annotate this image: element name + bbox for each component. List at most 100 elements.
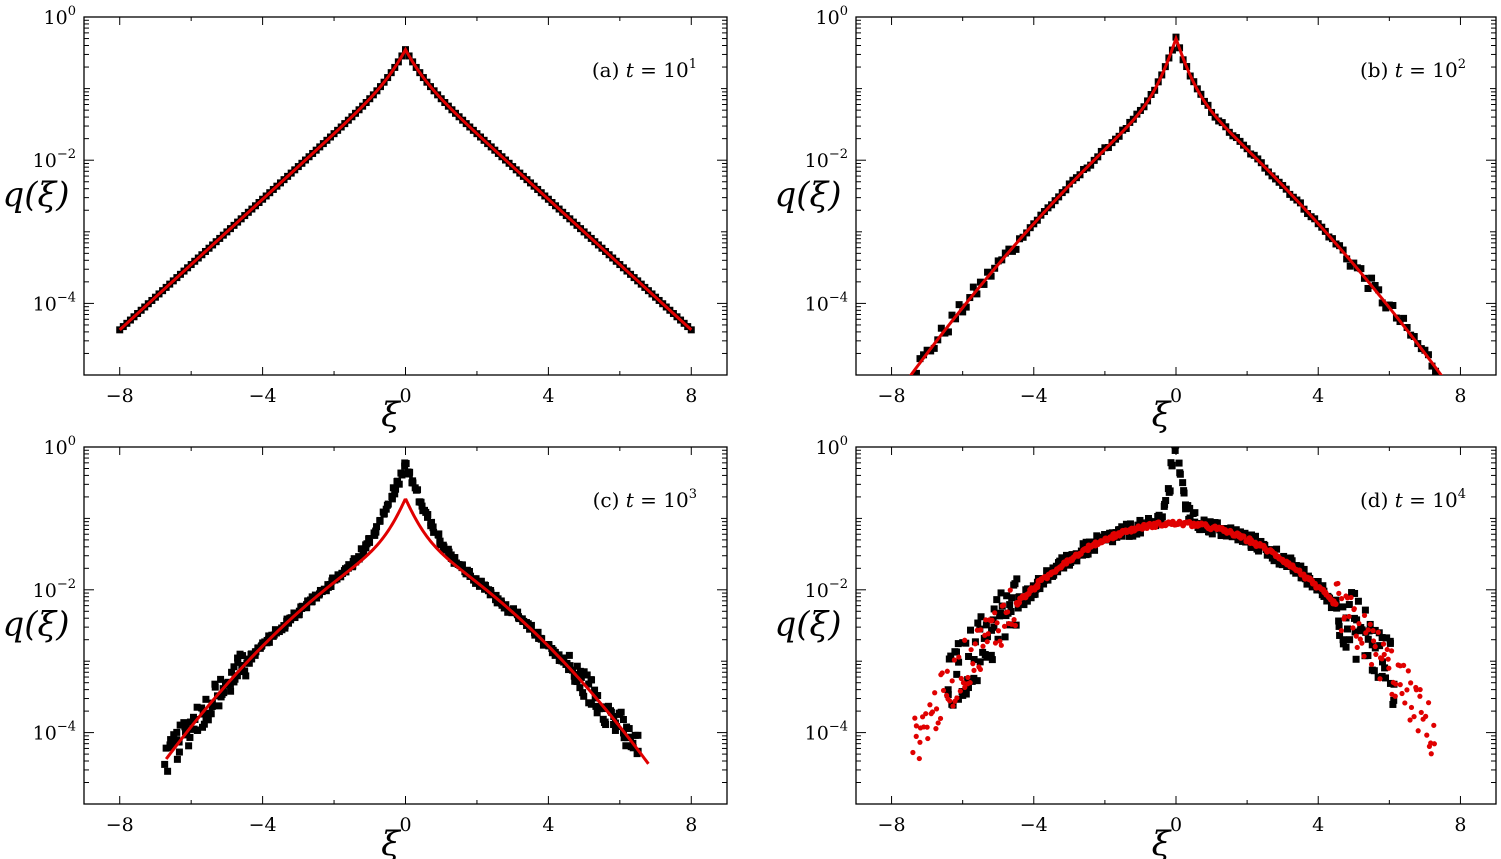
simulation-point	[435, 530, 443, 538]
simulation-point	[1136, 516, 1144, 524]
simulation-point	[1158, 513, 1166, 521]
simulation-point	[169, 737, 177, 745]
simulation-point	[226, 680, 234, 688]
simulation-point	[1109, 538, 1117, 546]
x-tick-label: 0	[1170, 385, 1182, 407]
simulation-point	[1176, 469, 1184, 477]
simulation-point	[220, 689, 228, 697]
simulation-point	[217, 675, 225, 683]
simulation-point	[1352, 655, 1360, 663]
simulation-point	[551, 651, 559, 659]
simulation-point	[415, 498, 423, 506]
simulation-point	[573, 678, 581, 686]
simulation-point	[1065, 561, 1073, 569]
simulation-point	[376, 517, 384, 525]
simulation-point	[1351, 628, 1359, 636]
simulation-point	[1007, 608, 1015, 616]
simulation-point	[1335, 617, 1343, 625]
theory-point	[912, 715, 918, 721]
simulation-point	[1001, 633, 1009, 641]
simulation-point	[1364, 635, 1372, 643]
simulation-point	[176, 721, 184, 729]
y-tick-label: 10−2	[805, 147, 848, 172]
simulation-point	[629, 744, 637, 752]
theory-point	[950, 703, 956, 709]
simulation-point	[1043, 567, 1051, 575]
theory-point	[965, 674, 971, 681]
theory-point	[983, 617, 989, 623]
y-tick-label: 100	[816, 434, 848, 459]
theory-point	[994, 620, 1000, 626]
simulation-point	[444, 545, 452, 553]
theory-point	[1393, 681, 1399, 687]
y-tick-label: 10−2	[33, 577, 76, 602]
theory-point	[940, 687, 947, 694]
theory-point	[995, 628, 1002, 634]
theory-point	[933, 726, 939, 732]
simulation-point	[1346, 636, 1354, 644]
simulation-point	[475, 582, 483, 590]
simulation-point	[994, 635, 1002, 643]
simulation-point	[430, 528, 438, 536]
simulation-point	[1410, 333, 1418, 341]
simulation-point	[1343, 625, 1351, 633]
simulation-point	[634, 731, 642, 739]
theory-point	[1388, 648, 1395, 654]
simulation-point	[1335, 622, 1343, 630]
simulation-point	[198, 704, 206, 712]
simulation-point	[1057, 558, 1065, 566]
simulation-point	[1162, 497, 1170, 505]
simulation-point	[592, 702, 600, 710]
x-tick-label: 8	[1454, 814, 1466, 836]
simulation-point	[947, 652, 955, 660]
simulation-point	[626, 733, 634, 741]
theory-point	[1423, 713, 1429, 719]
simulation-point	[1351, 589, 1359, 597]
theory-point	[960, 680, 967, 686]
theory-point	[1417, 686, 1423, 693]
x-tick-label: −8	[106, 814, 134, 836]
x-axis-label: ξ	[1152, 824, 1173, 859]
y-tick-label: 100	[816, 4, 848, 29]
theory-point	[1367, 621, 1373, 627]
simulation-point	[619, 716, 627, 724]
simulation-point	[510, 605, 518, 613]
theory-point	[1408, 680, 1414, 686]
simulation-point	[1403, 324, 1411, 332]
theory-point	[997, 638, 1003, 644]
simulation-point	[1082, 551, 1090, 559]
theory-curve	[118, 46, 693, 331]
simulation-point	[476, 577, 484, 585]
theory-point	[1373, 651, 1379, 658]
theory-point	[958, 675, 964, 682]
simulation-point	[1421, 346, 1429, 354]
simulation-point	[405, 470, 413, 478]
simulation-point	[993, 596, 1001, 604]
simulation-point	[458, 564, 466, 572]
theory-point	[956, 654, 962, 660]
theory-curve	[164, 498, 650, 765]
simulation-point	[1164, 485, 1172, 493]
theory-point	[1361, 653, 1367, 659]
simulation-point	[970, 656, 978, 664]
theory-point	[992, 610, 998, 616]
simulation-point	[576, 684, 584, 692]
theory-point	[1386, 665, 1392, 671]
simulation-point	[1364, 284, 1372, 292]
simulation-point	[1385, 301, 1393, 309]
simulation-point	[1357, 265, 1365, 273]
simulation-point	[380, 510, 388, 518]
simulation-point	[613, 723, 621, 731]
simulation-point	[1345, 601, 1353, 609]
simulation-point	[959, 691, 967, 699]
y-axis-label: q(ξ)	[774, 605, 841, 645]
simulation-point	[401, 459, 409, 467]
simulation-point	[193, 703, 201, 711]
simulation-point	[424, 513, 432, 521]
simulation-point	[1273, 545, 1281, 553]
simulation-point	[565, 666, 573, 674]
theory-point	[1372, 643, 1378, 650]
simulation-point	[1319, 582, 1327, 590]
simulation-point	[1008, 594, 1016, 602]
simulation-point	[1333, 604, 1341, 612]
